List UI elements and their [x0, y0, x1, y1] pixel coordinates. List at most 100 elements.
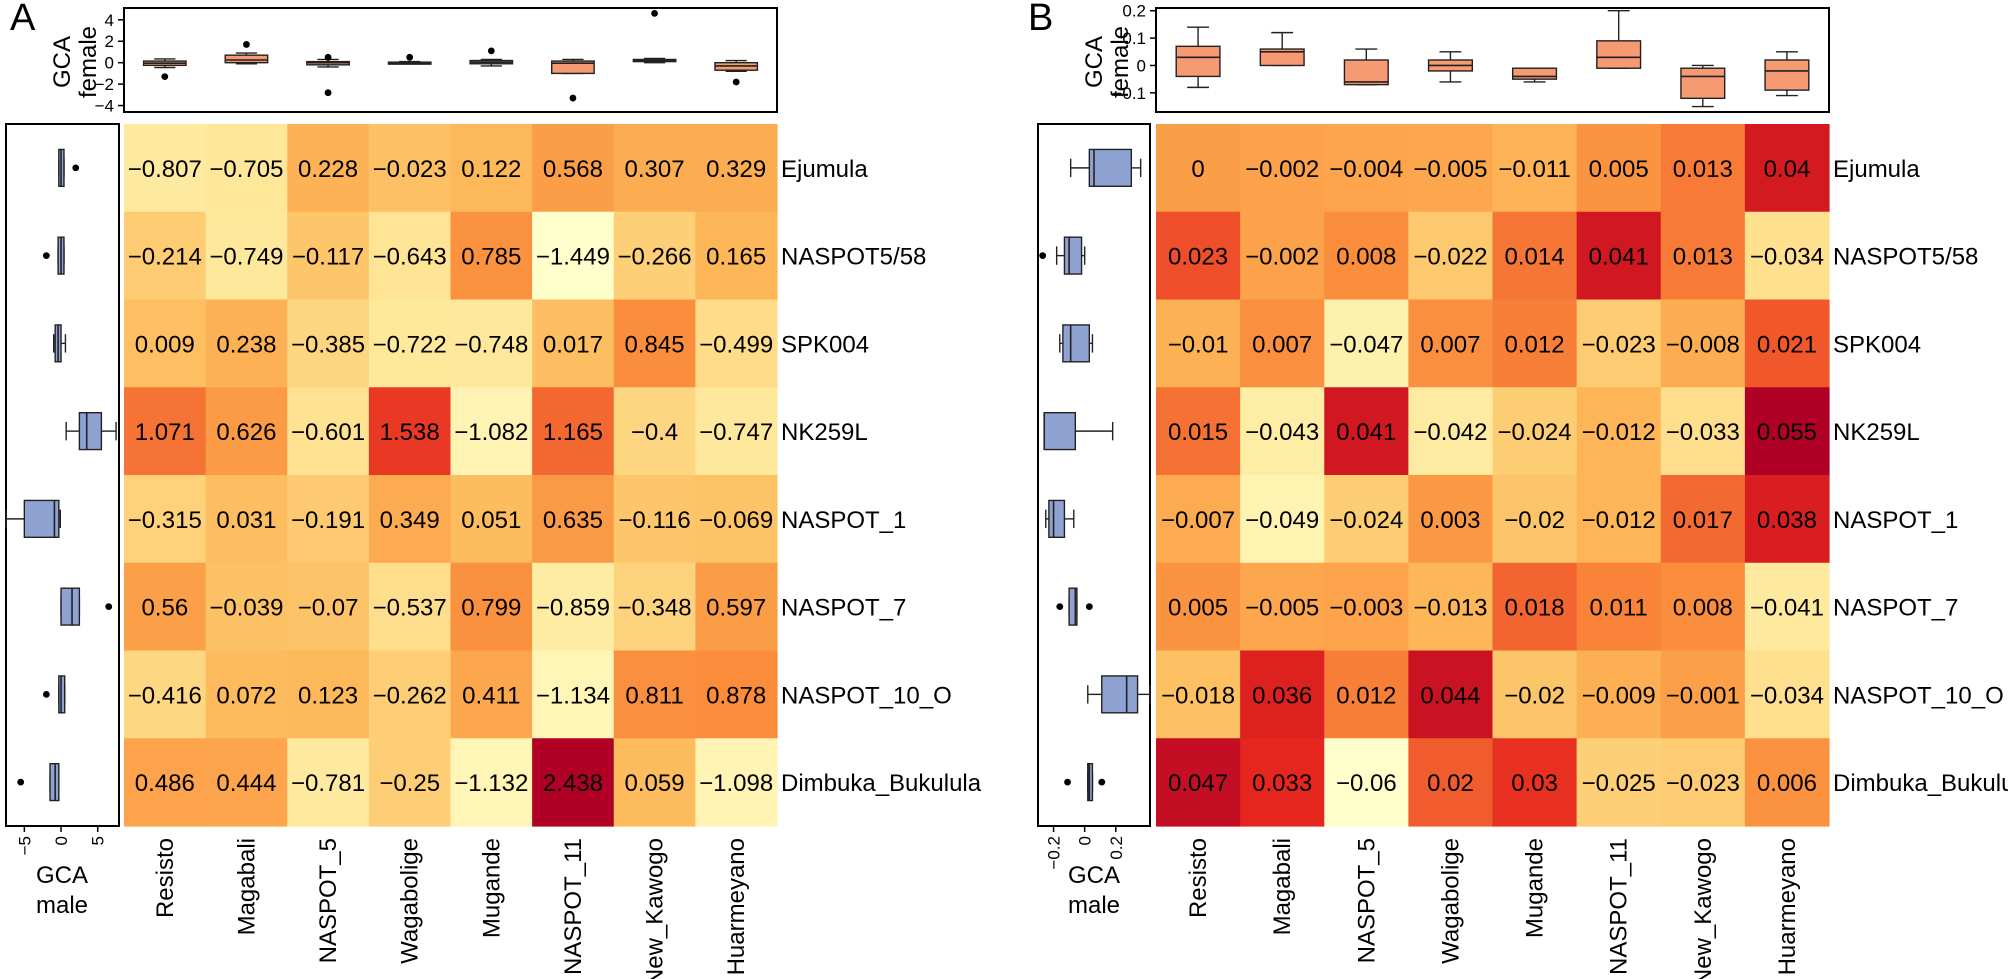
- cell-value-label: 0.009: [135, 331, 195, 358]
- cell-value-label: 0.033: [1252, 770, 1312, 797]
- male-axis-tick-label: 0: [52, 836, 71, 845]
- heatmap-cell: [1744, 211, 1830, 301]
- column-label: NASPOT_11: [1606, 838, 1633, 975]
- heatmap-cell: [287, 738, 370, 827]
- row-label: NASPOT_10_O: [1833, 682, 2004, 709]
- heatmap-cell: [1240, 650, 1325, 739]
- cell-value-label: −0.011: [1498, 156, 1570, 183]
- heatmap-cell: [1324, 299, 1409, 388]
- cell-value-label: −0.214: [128, 244, 202, 271]
- cell-value-label: 0.165: [706, 244, 766, 271]
- cell-value-label: −0.266: [618, 244, 692, 271]
- heatmap-cell: [1660, 738, 1746, 827]
- cell-value-label: 0.005: [1589, 156, 1649, 183]
- row-label: Dimbuka_Bukulula: [1833, 770, 2008, 797]
- row-label: Dimbuka_Bukulula: [781, 770, 982, 797]
- cell-value-label: 0.055: [1757, 419, 1817, 446]
- cell-value-label: −0.049: [1245, 507, 1319, 534]
- column-label: New_Kawogo: [1690, 838, 1717, 979]
- panel-b: B 0 −0.002 −0.004 −0.005 −0.011 0.005 0.013 0.04…: [1028, 0, 2008, 979]
- cell-value-label: −0.416: [128, 682, 202, 709]
- cell-value-label: 0.007: [1420, 331, 1480, 358]
- heatmap-cell: [1408, 124, 1494, 213]
- column-label: New_Kawogo: [642, 838, 669, 979]
- heatmap-cell: [532, 211, 615, 301]
- male-box-outlier: [1039, 252, 1047, 260]
- cell-value-label: −0.859: [536, 595, 610, 622]
- cell-value-label: −1.134: [536, 682, 610, 709]
- heatmap-cell: [287, 650, 370, 739]
- cell-value-label: −0.499: [699, 331, 773, 358]
- male-box-outlier: [17, 778, 25, 786]
- cell-value-label: 0.486: [135, 770, 195, 797]
- heatmap-cell: [695, 475, 778, 564]
- cell-value-label: −0.348: [618, 595, 692, 622]
- male-box: [1062, 324, 1091, 363]
- male-box: [1068, 587, 1078, 626]
- cell-value-label: −0.012: [1582, 419, 1656, 446]
- heatmap-cell: [1156, 299, 1241, 388]
- column-label: Magabali: [233, 838, 260, 935]
- heatmap-cell: [1156, 650, 1241, 739]
- cell-value-label: 1.071: [135, 419, 195, 446]
- female-box: [1343, 59, 1389, 86]
- heatmap-cell: [1492, 387, 1578, 476]
- heatmap-cell: [1408, 562, 1494, 652]
- cell-value-label: 0.047: [1168, 770, 1228, 797]
- female-axis-tick-label: 0: [105, 54, 114, 73]
- heatmap-cell: [1240, 562, 1325, 652]
- male-axis-tick-label: −0.2: [1045, 836, 1064, 870]
- heatmap-cell: [450, 387, 533, 476]
- cell-value-label: 0.005: [1168, 595, 1228, 622]
- female-axis-tick-label: −4: [95, 97, 114, 116]
- cell-value-label: 0.329: [706, 156, 766, 183]
- female-box-outlier: [324, 89, 332, 97]
- cell-value-label: 0.051: [461, 507, 521, 534]
- cell-value-label: 0.044: [1420, 682, 1480, 709]
- heatmap-cell: [695, 211, 778, 301]
- cell-value-label: −0.005: [1413, 156, 1487, 183]
- male-axis-title-line1: GCA: [36, 862, 88, 889]
- heatmap-cell: [613, 387, 696, 476]
- cell-value-label: −0.039: [209, 595, 283, 622]
- column-label: Resisto: [1185, 838, 1212, 918]
- cell-value-label: −0.023: [373, 156, 447, 183]
- cell-value-label: 0.007: [1252, 331, 1312, 358]
- heatmap-cell: [532, 387, 615, 476]
- male-axis-title-line2: male: [36, 892, 88, 919]
- cell-value-label: 0.041: [1589, 244, 1649, 271]
- female-box: [551, 60, 595, 75]
- heatmap-cell: [1324, 562, 1409, 652]
- heatmap-cell: [287, 124, 370, 213]
- column-label: Resisto: [152, 838, 179, 918]
- female-box: [1511, 67, 1558, 80]
- row-label: Ejumula: [781, 156, 868, 183]
- cell-value-label: 1.538: [380, 419, 440, 446]
- cell-value-label: 0.568: [543, 156, 603, 183]
- male-boxplot-frame: [1037, 123, 1151, 827]
- row-label: NASPOT_1: [781, 507, 906, 534]
- cell-value-label: 0.059: [625, 770, 685, 797]
- female-axis-tick-label: −2: [95, 75, 114, 94]
- cell-value-label: 0.015: [1168, 419, 1228, 446]
- cell-value-label: 0.014: [1505, 244, 1565, 271]
- cell-value-label: −0.117: [292, 244, 364, 271]
- cell-value-label: −0.004: [1329, 156, 1403, 183]
- heatmap-cell: [205, 475, 288, 564]
- heatmap-cell: [368, 299, 452, 388]
- male-box-outlier: [42, 690, 50, 698]
- heatmap-cell: [287, 475, 370, 564]
- male-axis-title-line1: GCA: [1068, 862, 1120, 889]
- heatmap-cell: [1408, 299, 1494, 388]
- heatmap-cell: [205, 124, 288, 213]
- cell-value-label: −0.024: [1329, 507, 1403, 534]
- heatmap-cell: [1660, 650, 1746, 739]
- heatmap-cell: [450, 650, 533, 739]
- heatmap-cell: [205, 211, 288, 301]
- row-label: NK259L: [781, 419, 868, 446]
- male-box: [1043, 411, 1077, 451]
- male-box: [78, 411, 103, 451]
- column-label: Huarmeyano: [1774, 838, 1801, 975]
- heatmap-cell: [205, 650, 288, 739]
- male-axis-tick-label: 0: [1076, 836, 1095, 845]
